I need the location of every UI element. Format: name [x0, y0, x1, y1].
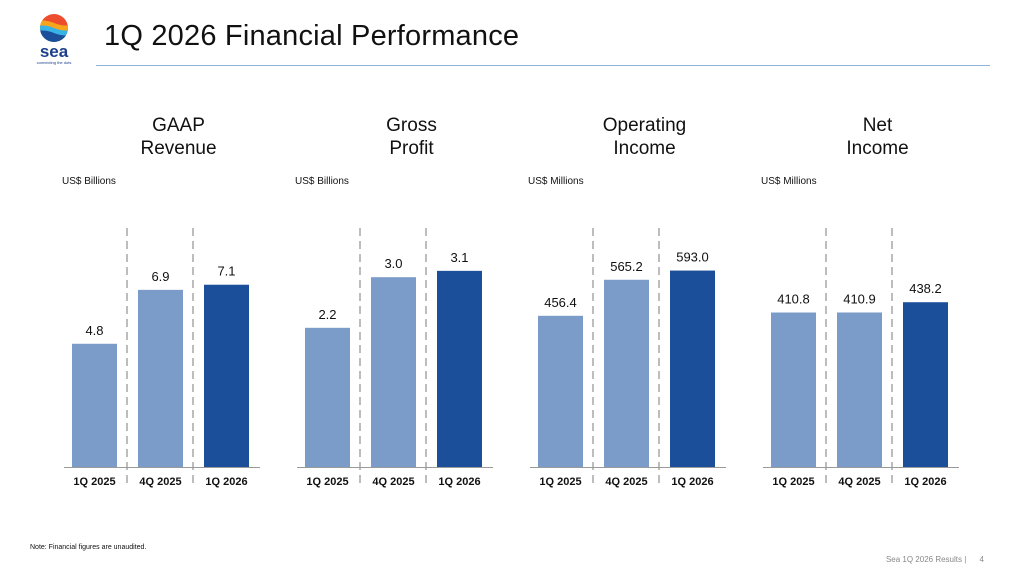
chart-panel-net-income: Net Income US$ Millions 410.8 1Q 2025 410.… [761, 112, 994, 502]
chart-title: Operating Income [602, 115, 687, 159]
chart-title: Gross Profit [386, 115, 437, 159]
data-label: 438.2 [909, 281, 942, 296]
logo-wordmark: sea [40, 42, 69, 61]
bar [837, 312, 882, 467]
bar [371, 277, 416, 467]
data-label: 565.2 [610, 259, 643, 274]
chart-unit-label: US$ Millions [761, 176, 817, 187]
chart-plot: 4.8 1Q 2025 6.9 4Q 2025 7.1 1Q 2026 [64, 228, 260, 488]
bar [305, 327, 350, 467]
chart-plot: 2.2 1Q 2025 3.0 4Q 2025 3.1 1Q 2026 [297, 228, 493, 488]
deck-label: Sea 1Q 2026 Results | [885, 555, 967, 564]
bar [72, 343, 117, 467]
category-label: 1Q 2025 [73, 476, 115, 488]
category-label: 4Q 2025 [139, 476, 181, 488]
category-label: 1Q 2025 [539, 476, 581, 488]
chart-unit-label: US$ Billions [295, 176, 349, 187]
category-label: 1Q 2025 [306, 476, 348, 488]
bar [903, 302, 948, 467]
chart-title: Net Income [846, 115, 909, 159]
logo-tagline: connecting the dots [37, 60, 72, 65]
data-label: 7.1 [217, 264, 235, 279]
title-underline [96, 65, 990, 66]
chart-title: GAAP Revenue [140, 115, 217, 159]
data-label: 410.8 [777, 292, 810, 307]
category-label: 1Q 2026 [438, 476, 480, 488]
data-label: 2.2 [318, 307, 336, 322]
page-number: 4 [979, 555, 984, 564]
page-title: 1Q 2026 Financial Performance [104, 20, 520, 52]
data-label: 410.9 [843, 291, 876, 306]
bar [437, 270, 482, 467]
category-label: 4Q 2025 [372, 476, 414, 488]
data-label: 3.1 [450, 250, 468, 265]
chart-unit-label: US$ Billions [62, 176, 116, 187]
category-label: 4Q 2025 [838, 476, 880, 488]
category-label: 1Q 2026 [205, 476, 247, 488]
chart-panel-gaap-revenue: GAAP Revenue US$ Billions 4.8 1Q 2025 6.9 4… [62, 112, 295, 502]
chart-plot: 456.4 1Q 2025 565.2 4Q 2025 593.0 1Q 2026 [530, 228, 726, 488]
category-label: 1Q 2026 [904, 476, 946, 488]
bar [670, 270, 715, 467]
data-label: 456.4 [544, 295, 577, 310]
data-label: 4.8 [85, 323, 103, 338]
category-label: 4Q 2025 [605, 476, 647, 488]
data-label: 3.0 [384, 256, 402, 271]
chart-panel-gross-profit: Gross Profit US$ Billions 2.2 1Q 2025 3.0 4… [295, 112, 528, 502]
bar [138, 289, 183, 467]
footnote: Note: Financial figures are unaudited. [30, 544, 147, 551]
chart-unit-label: US$ Millions [528, 176, 584, 187]
data-label: 6.9 [151, 269, 169, 284]
bar [204, 284, 249, 467]
page-footer: Sea 1Q 2026 Results | 4 [886, 555, 984, 564]
sea-logo-mark [40, 14, 68, 42]
category-label: 1Q 2025 [772, 476, 814, 488]
chart-panel-operating-income: Operating Income US$ Millions 456.4 1Q 20… [528, 112, 761, 502]
category-label: 1Q 2026 [671, 476, 713, 488]
data-label: 593.0 [676, 250, 709, 265]
bar [538, 315, 583, 467]
sea-logo: sea connecting the dots [37, 14, 72, 65]
chart-plot: 410.8 1Q 2025 410.9 4Q 2025 438.2 1Q 2026 [763, 228, 959, 488]
bar [604, 279, 649, 467]
bar [771, 312, 816, 467]
